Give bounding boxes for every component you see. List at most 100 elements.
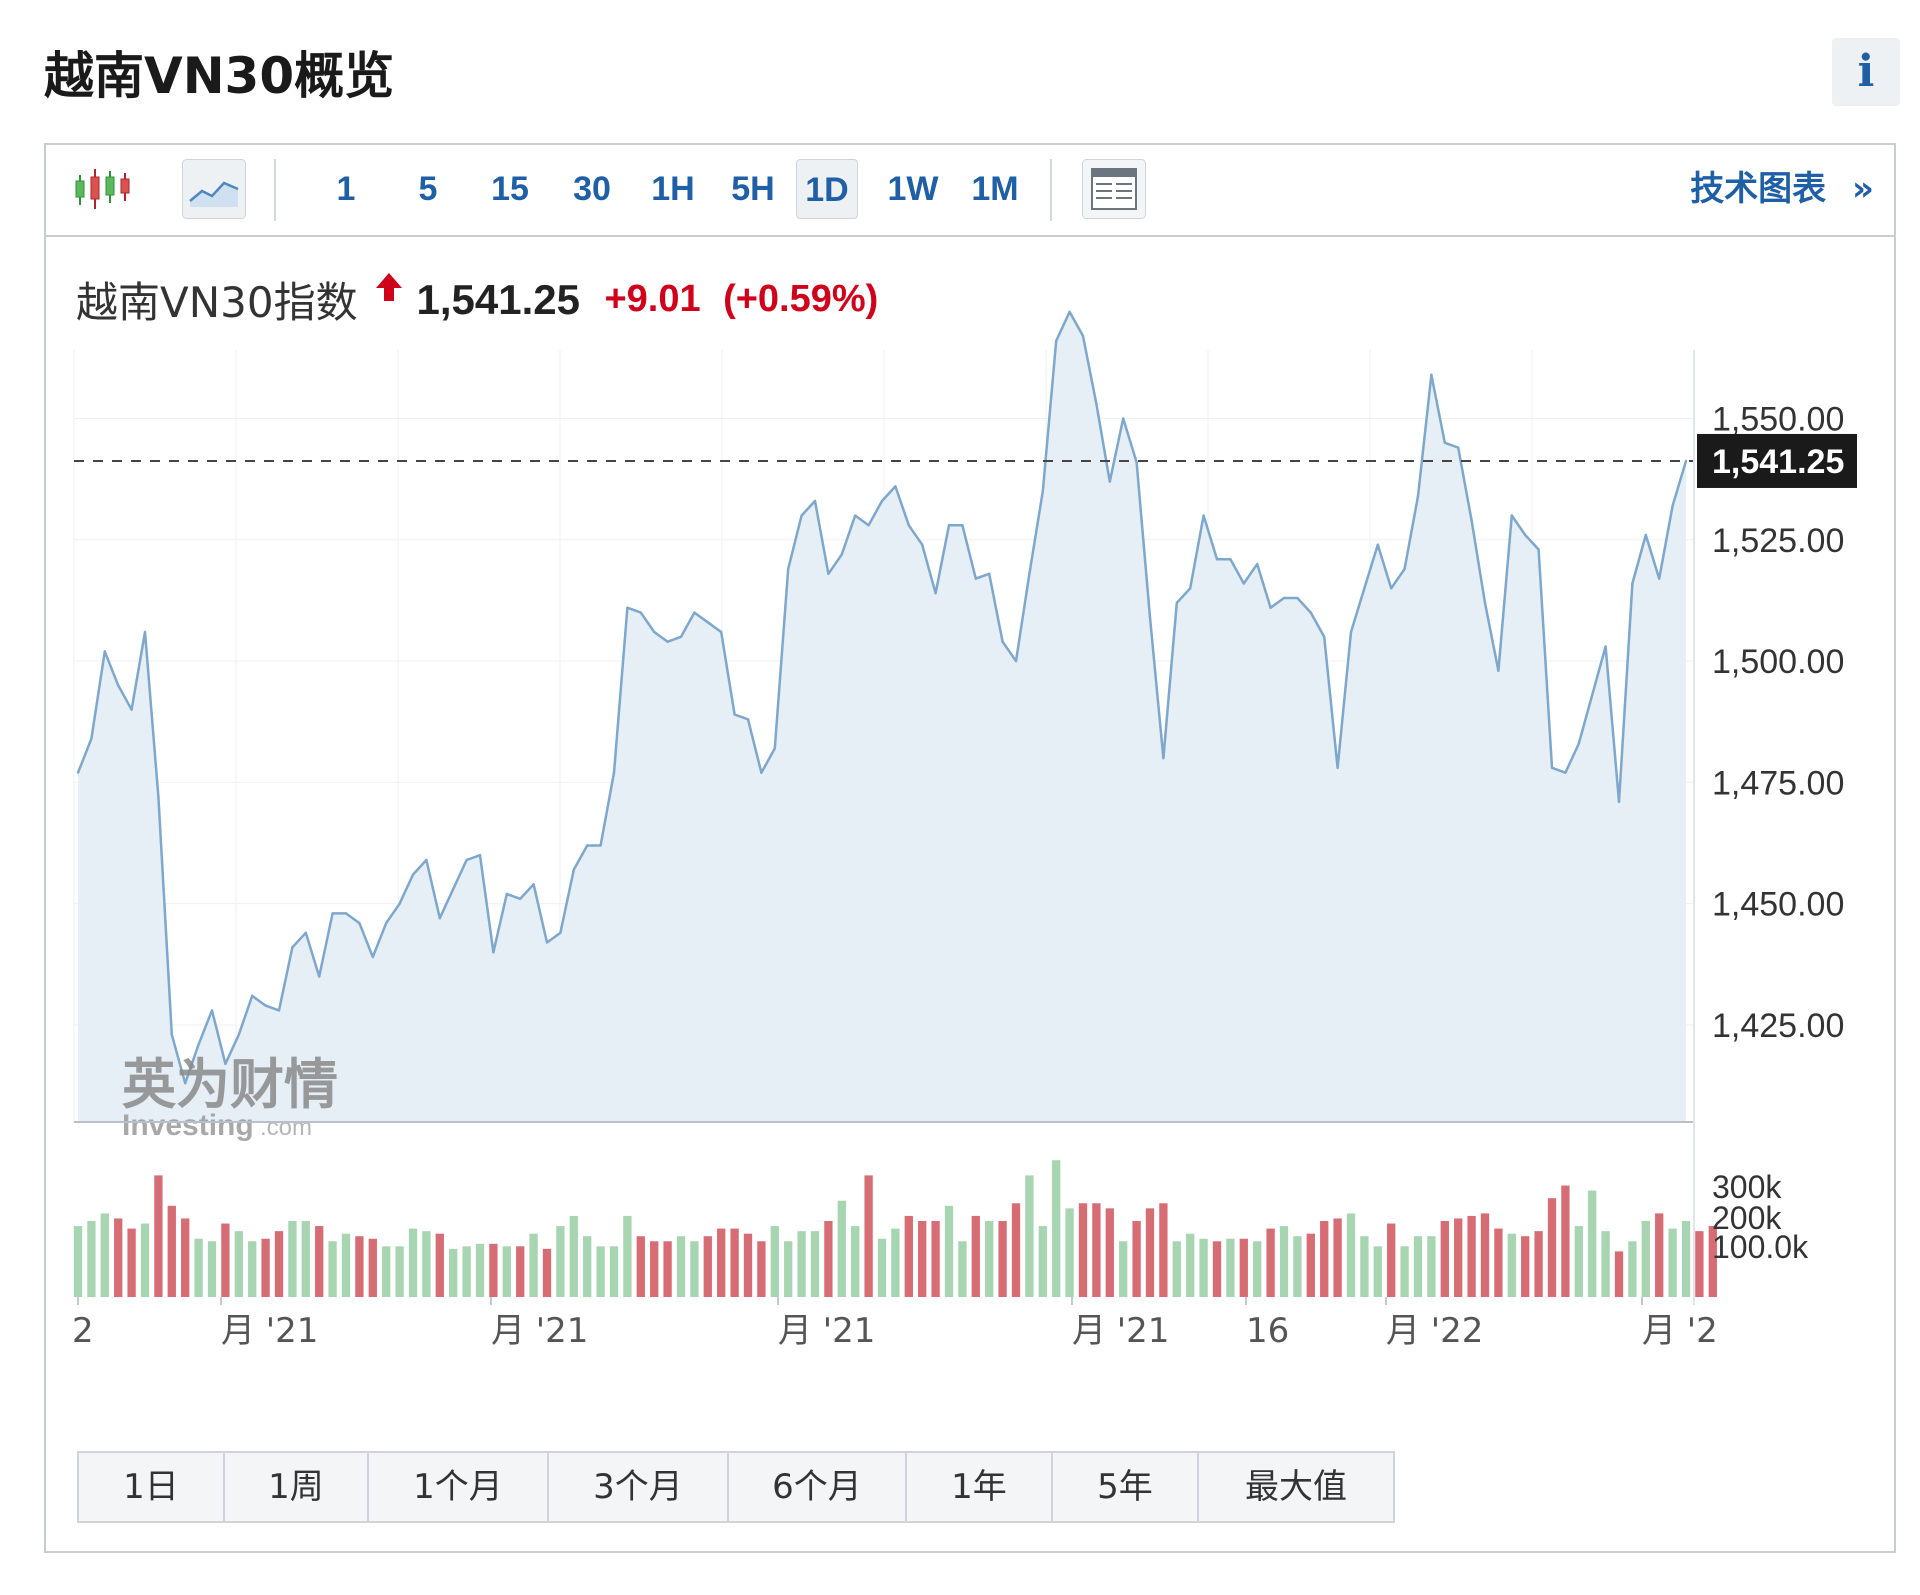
price-point — [1591, 693, 1594, 697]
volume-bar — [288, 1221, 297, 1297]
price-point — [854, 514, 857, 517]
price-point — [237, 1033, 240, 1036]
volume-bar — [583, 1236, 592, 1297]
price-point — [1430, 373, 1433, 377]
volume-bar — [368, 1238, 377, 1297]
volume-bar — [1333, 1218, 1342, 1297]
price-tick-label: 1,550.00 — [1712, 401, 1844, 439]
chart-axes: 1,550.00 1,525.00 1,500.00 1,475.00 1,450.00… — [72, 350, 1857, 1351]
price-point — [1470, 519, 1473, 522]
volume-bar — [569, 1215, 578, 1297]
x-tick-label: 16 — [1246, 1311, 1289, 1351]
volume-bar — [784, 1241, 793, 1297]
volume-bar — [1119, 1241, 1128, 1297]
volume-bar — [1668, 1228, 1677, 1297]
price-point — [170, 1033, 173, 1036]
range-5y[interactable]: 5年 — [1053, 1453, 1199, 1521]
price-point — [1671, 504, 1674, 508]
area-chart-icon[interactable] — [182, 159, 246, 219]
volume-bar — [1320, 1221, 1329, 1297]
price-point — [1028, 572, 1031, 575]
volume-bar — [958, 1241, 967, 1297]
interval-1d[interactable]: 1D — [796, 159, 858, 219]
x-tick-label: 月 '21 — [491, 1311, 588, 1351]
price-point — [251, 994, 254, 998]
price-point — [599, 844, 602, 847]
price-point — [1457, 446, 1460, 449]
price-chart[interactable]: 英为财情 Investing .com 1,550.00 1,525.00 1,50… — [46, 145, 1894, 1435]
volume-bar — [837, 1200, 846, 1297]
volume-bar — [1588, 1190, 1597, 1297]
volume-bar — [140, 1223, 150, 1297]
last-price: 1,541.25 — [416, 275, 581, 323]
price-point — [559, 931, 562, 934]
volume-bar — [1360, 1236, 1369, 1297]
x-tick-label: 2 — [72, 1311, 94, 1351]
watermark-en: Investing — [122, 1109, 254, 1142]
chart-layout-icon[interactable] — [1082, 159, 1146, 219]
volume-bar — [636, 1236, 645, 1297]
price-point — [90, 737, 93, 740]
interval-1h[interactable]: 1H — [651, 170, 695, 208]
price-point — [679, 635, 683, 639]
range-1m[interactable]: 1个月 — [369, 1453, 549, 1521]
volume-bar — [1574, 1226, 1583, 1297]
price-point — [1631, 582, 1634, 585]
range-max[interactable]: 最大值 — [1245, 1467, 1347, 1507]
interval-1w[interactable]: 1W — [887, 170, 939, 208]
watermark: 英为财情 Investing .com — [122, 1053, 338, 1142]
price-point — [894, 485, 897, 488]
price-point — [1041, 490, 1044, 493]
price-point — [1202, 514, 1205, 517]
interval-15[interactable]: 15 — [491, 170, 529, 208]
volume-bar — [1105, 1208, 1114, 1297]
range-3m[interactable]: 3个月 — [549, 1453, 729, 1521]
volume-bar — [1440, 1221, 1449, 1297]
interval-1[interactable]: 1 — [336, 170, 356, 208]
volume-bar — [985, 1221, 994, 1297]
volume-bar — [516, 1246, 525, 1297]
toolbar-divider — [274, 159, 276, 221]
price-point — [143, 630, 147, 634]
volume-bar — [1614, 1251, 1624, 1297]
price-point — [947, 524, 951, 527]
price-point — [1577, 742, 1581, 745]
range-1d[interactable]: 1日 — [79, 1453, 225, 1521]
interval-1m[interactable]: 1M — [971, 170, 1019, 208]
range-selector: 1日 1周 1个月 3个月 6个月 1年 5年 最大值 — [77, 1451, 1395, 1523]
range-1y[interactable]: 1年 — [907, 1453, 1053, 1521]
interval-30[interactable]: 30 — [573, 170, 611, 208]
info-button[interactable]: i — [1832, 38, 1900, 106]
price-point — [921, 543, 924, 546]
last-price-tag-label: 1,541.25 — [1712, 443, 1844, 481]
volume-bar — [690, 1241, 699, 1297]
price-point — [438, 917, 441, 920]
volume-bar — [1601, 1231, 1610, 1297]
interval-5h[interactable]: 5H — [731, 170, 775, 208]
volume-bar — [1212, 1241, 1222, 1297]
price-point — [371, 955, 374, 959]
volume-bar — [596, 1246, 605, 1297]
volume-bar — [1226, 1238, 1235, 1297]
technical-chart-link[interactable]: 技术图表 » — [1690, 159, 1874, 219]
price-point — [1684, 459, 1688, 463]
price-point — [988, 572, 991, 575]
price-point — [130, 708, 133, 711]
interval-5[interactable]: 5 — [418, 170, 438, 208]
volume-bar — [1078, 1203, 1088, 1297]
volume-bar — [1521, 1236, 1530, 1297]
range-1w[interactable]: 1周 — [225, 1453, 369, 1521]
price-point — [720, 630, 723, 634]
volume-bar — [408, 1228, 418, 1297]
volume-bar — [234, 1231, 243, 1297]
last-price-tag — [1697, 433, 1857, 488]
candlestick-chart-icon[interactable] — [70, 159, 140, 219]
price-point — [1175, 601, 1179, 605]
volume-bar — [1454, 1218, 1463, 1297]
price-point — [653, 630, 656, 634]
volume-bar — [931, 1221, 940, 1297]
price-point — [184, 1081, 187, 1085]
price-point — [974, 577, 977, 580]
range-6m[interactable]: 6个月 — [729, 1453, 907, 1521]
price-point — [1068, 310, 1071, 313]
